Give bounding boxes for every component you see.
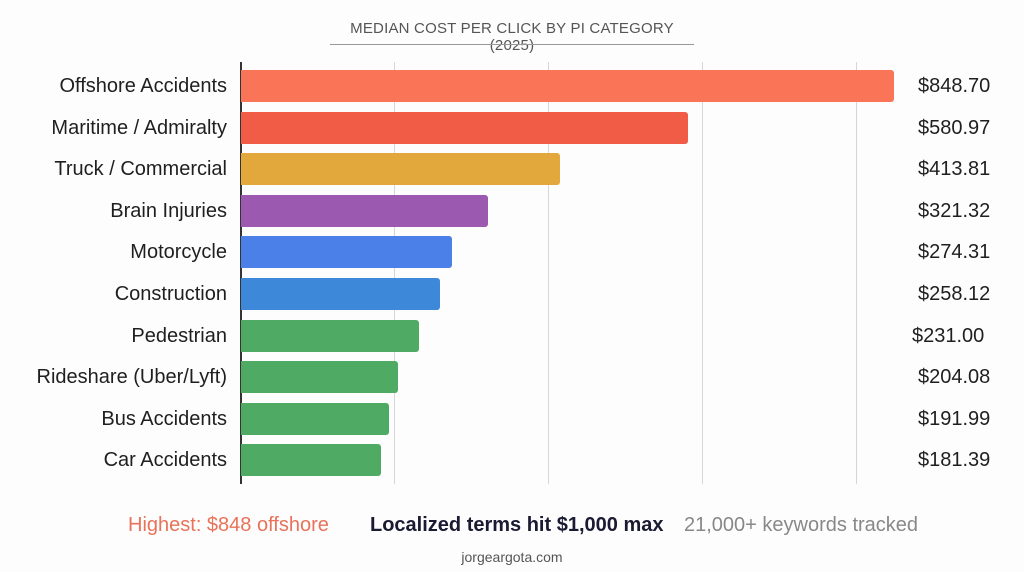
title-underline	[330, 44, 694, 45]
value-label: $274.31	[918, 241, 991, 263]
footer-highlights: Highest: $848 offshore Localized terms h…	[0, 514, 1024, 540]
gridline	[856, 62, 857, 484]
value-label: $848.70	[918, 75, 991, 97]
category-label: Truck / Commercial	[54, 158, 227, 180]
bar	[241, 278, 440, 310]
value-label: $413.81	[918, 158, 991, 180]
highlight-localized: Localized terms hit $1,000 max	[370, 514, 664, 536]
bar	[241, 236, 452, 268]
category-label: Maritime / Admiralty	[51, 117, 227, 139]
value-label: $580.97	[918, 117, 991, 139]
bar	[241, 403, 389, 435]
chart-title: MEDIAN COST PER CLICK BY PI CATEGORY (20…	[350, 20, 674, 54]
bar	[241, 153, 560, 185]
bar	[241, 112, 688, 144]
gridline	[702, 62, 703, 484]
category-label: Brain Injuries	[110, 200, 227, 222]
category-label: Offshore Accidents	[59, 75, 228, 97]
category-label: Bus Accidents	[101, 408, 227, 430]
value-label: $191.99	[918, 408, 991, 430]
y-axis-line	[240, 62, 242, 484]
highlight-highest: Highest: $848 offshore	[128, 514, 329, 536]
category-label: Car Accidents	[103, 449, 227, 471]
category-label: Motorcycle	[130, 241, 227, 263]
category-label: Construction	[114, 283, 227, 305]
bar	[241, 361, 398, 393]
gridline	[394, 62, 395, 484]
value-label: $321.32	[918, 200, 991, 222]
bar	[241, 70, 894, 102]
plot-area	[240, 62, 940, 484]
value-label: $231.00	[912, 325, 985, 347]
value-label: $181.39	[918, 449, 991, 471]
bar	[241, 195, 488, 227]
highlight-keywords: 21,000+ keywords tracked	[684, 514, 919, 536]
category-label: Rideshare (Uber/Lyft)	[36, 366, 227, 388]
value-label: $258.12	[918, 283, 991, 305]
bar	[241, 320, 419, 352]
category-label: Pedestrian	[131, 325, 227, 347]
bar	[241, 444, 381, 476]
source-credit: jorgeargota.com	[461, 549, 563, 565]
gridline	[548, 62, 549, 484]
value-label: $204.08	[918, 366, 991, 388]
